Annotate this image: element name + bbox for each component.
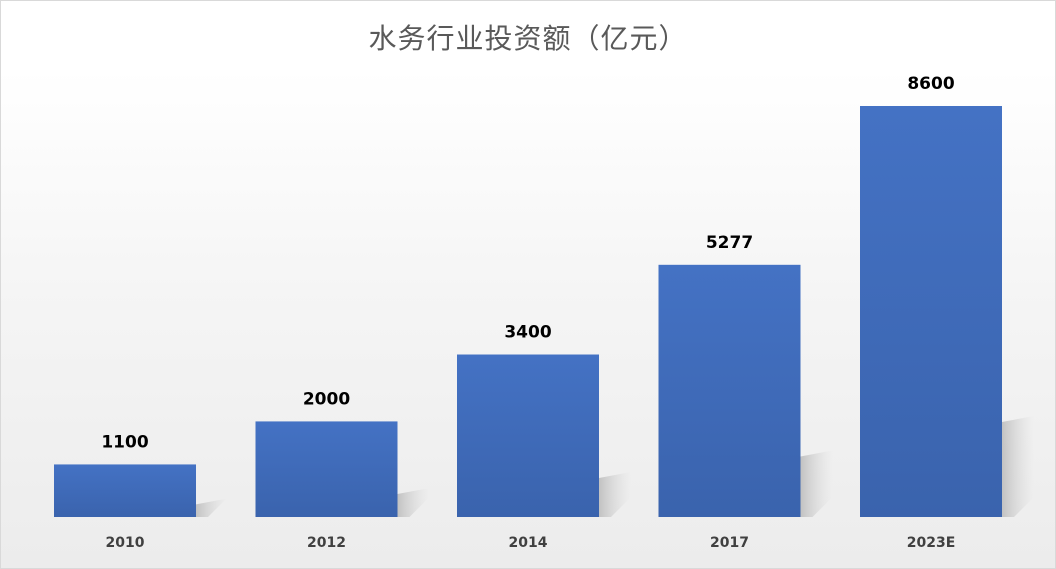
bar-shadow xyxy=(800,450,833,517)
data-label-2014: 3400 xyxy=(504,323,551,343)
bar-2017 xyxy=(658,264,801,517)
x-tick-label-2017: 2017 xyxy=(710,535,749,551)
x-tick-label-2012: 2012 xyxy=(307,535,346,551)
bar-shadow xyxy=(1002,416,1034,517)
bar-2010 xyxy=(54,464,196,517)
bar-shadow xyxy=(397,488,430,517)
data-label-2010: 1100 xyxy=(101,432,148,452)
data-label-2012: 2000 xyxy=(303,389,350,409)
bar-2012 xyxy=(255,421,398,517)
x-tick-label-2014: 2014 xyxy=(509,535,548,551)
x-tick-label-2010: 2010 xyxy=(106,535,145,551)
x-tick-label-2023E: 2023E xyxy=(907,535,956,551)
data-label-2023E: 8600 xyxy=(907,74,954,94)
bar-shadow xyxy=(599,472,631,517)
bar-2014 xyxy=(457,354,599,517)
bar-shadow xyxy=(196,497,228,517)
chart-title: 水务行业投资额（亿元） xyxy=(368,22,688,55)
data-label-2017: 5277 xyxy=(706,233,753,253)
bar-2023E xyxy=(860,106,1002,517)
